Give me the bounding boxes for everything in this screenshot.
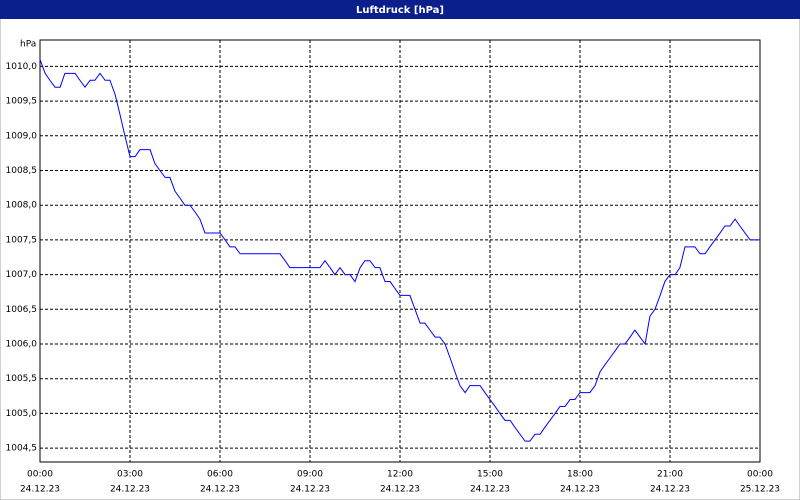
x-tick-label: 03:00 [117, 470, 143, 480]
line [39, 59, 760, 442]
y-tick-label: 1009,0 [6, 131, 38, 141]
x-tick-label: 00:00 [747, 470, 773, 480]
title-bar [0, 0, 800, 19]
x-tick-label: 06:00 [207, 470, 233, 480]
chart-title: Luftdruck [hPa] [356, 5, 444, 16]
y-tick-label: 1007,5 [6, 235, 38, 245]
x-tick-date: 24.12.23 [110, 485, 150, 495]
y-tick-label: 1007,0 [6, 270, 38, 280]
x-tick-label: 09:00 [297, 470, 323, 480]
x-tick-label: 18:00 [567, 470, 593, 480]
y-tick-label: 1008,5 [6, 166, 38, 176]
y-tick-label: 1005,0 [6, 409, 38, 419]
x-tick-date: 24.12.23 [560, 485, 600, 495]
x-tick-label: 21:00 [657, 470, 683, 480]
x-tick-label: 12:00 [387, 470, 413, 480]
plot-frame [39, 39, 761, 463]
y-tick-label: 1010,0 [6, 62, 38, 72]
x-tick-date: 24.12.23 [650, 485, 690, 495]
x-tick-date: 24.12.23 [20, 485, 60, 495]
x-tick-date: 24.12.23 [200, 485, 240, 495]
x-tick-date: 24.12.23 [290, 485, 330, 495]
y-tick-label: 1005,5 [6, 374, 38, 384]
y-axis-label: hPa [20, 40, 36, 50]
y-tick-label: 1006,0 [6, 340, 38, 350]
x-tick-date: 24.12.23 [470, 485, 510, 495]
x-tick-date: 25.12.23 [740, 485, 780, 495]
y-tick-label: 1004,5 [6, 444, 38, 454]
x-tick-date: 24.12.23 [380, 485, 420, 495]
x-tick-label: 00:00 [27, 470, 53, 480]
y-tick-label: 1009,5 [6, 97, 38, 107]
y-tick-label: 1006,5 [6, 305, 38, 315]
x-tick-label: 15:00 [477, 470, 503, 480]
y-tick-label: 1008,0 [6, 201, 38, 211]
